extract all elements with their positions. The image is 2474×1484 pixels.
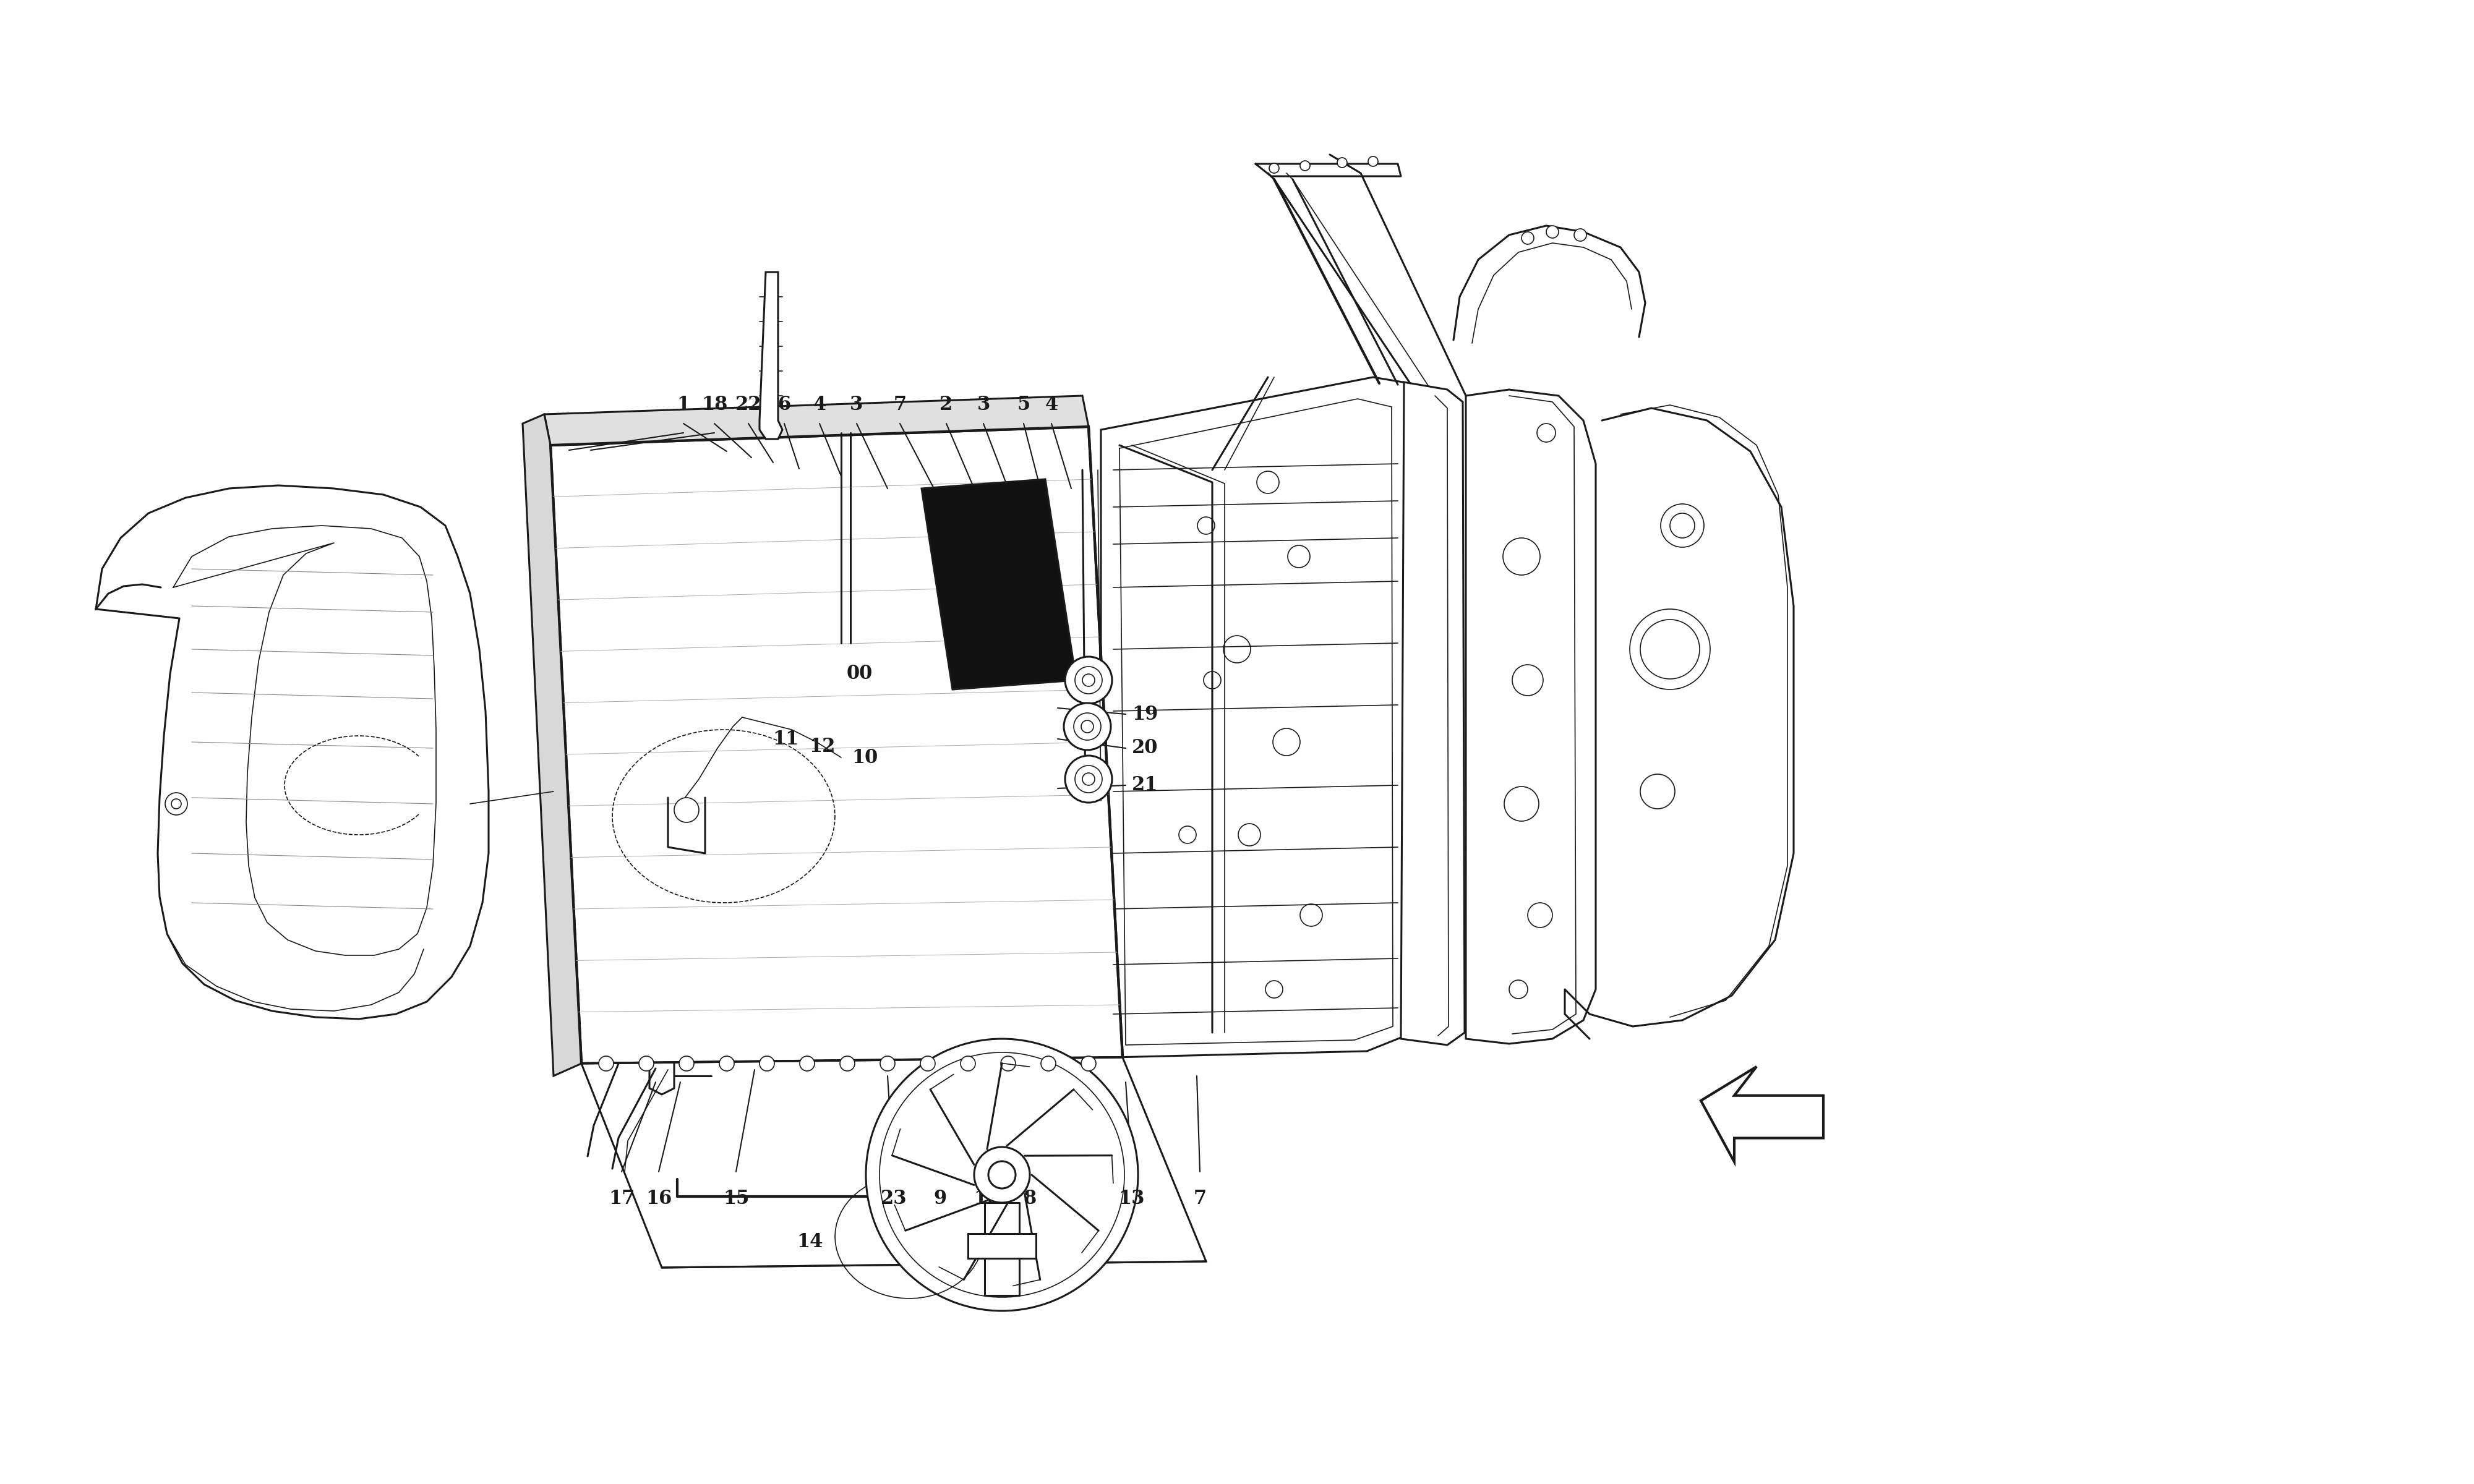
Text: 16: 16: [646, 1189, 673, 1208]
Circle shape: [1670, 513, 1695, 537]
Text: 12: 12: [809, 738, 836, 757]
Circle shape: [1257, 472, 1279, 493]
Polygon shape: [1465, 389, 1596, 1043]
Polygon shape: [549, 427, 1123, 1064]
Circle shape: [1064, 703, 1111, 749]
Circle shape: [171, 798, 181, 809]
Circle shape: [1660, 505, 1705, 548]
Text: 00: 00: [846, 665, 873, 684]
Circle shape: [1509, 979, 1529, 999]
Text: 6: 6: [777, 395, 792, 414]
Text: 4: 4: [814, 395, 826, 414]
Circle shape: [960, 1057, 975, 1071]
Polygon shape: [1400, 381, 1465, 1045]
Text: 14: 14: [797, 1232, 824, 1251]
Text: 22: 22: [735, 395, 762, 414]
Circle shape: [1074, 666, 1103, 693]
Text: 17: 17: [609, 1189, 636, 1208]
Text: 4: 4: [1044, 395, 1059, 414]
Circle shape: [760, 1057, 774, 1071]
Circle shape: [881, 1057, 896, 1071]
Text: 5: 5: [1017, 395, 1029, 414]
Circle shape: [1301, 904, 1321, 926]
Circle shape: [975, 1147, 1029, 1202]
Circle shape: [1269, 163, 1279, 174]
Circle shape: [841, 1057, 856, 1071]
Polygon shape: [967, 1233, 1037, 1258]
Circle shape: [1180, 827, 1197, 843]
Circle shape: [599, 1057, 614, 1071]
Polygon shape: [1702, 1067, 1823, 1162]
Circle shape: [999, 1057, 1017, 1071]
Polygon shape: [544, 396, 1089, 445]
Circle shape: [920, 1057, 935, 1071]
Text: 10: 10: [851, 748, 878, 767]
Circle shape: [1042, 1057, 1056, 1071]
Text: 9: 9: [933, 1189, 948, 1208]
Circle shape: [799, 1057, 814, 1071]
Circle shape: [1074, 766, 1103, 792]
Circle shape: [1239, 824, 1262, 846]
Circle shape: [1084, 773, 1094, 785]
Polygon shape: [760, 272, 782, 439]
Circle shape: [1222, 635, 1252, 663]
Circle shape: [1081, 1057, 1096, 1071]
Text: 15: 15: [722, 1189, 750, 1208]
Circle shape: [1202, 671, 1222, 689]
Text: 10: 10: [972, 1189, 999, 1208]
Text: 19: 19: [1133, 705, 1158, 724]
Text: 3: 3: [851, 395, 863, 414]
Text: 1: 1: [678, 395, 690, 414]
Circle shape: [1272, 729, 1301, 755]
Circle shape: [1064, 656, 1113, 703]
Circle shape: [1529, 902, 1554, 927]
Circle shape: [678, 1057, 693, 1071]
Circle shape: [1640, 775, 1675, 809]
Text: 8: 8: [1024, 1189, 1037, 1208]
Text: 2: 2: [940, 395, 952, 414]
Circle shape: [866, 1039, 1138, 1310]
Circle shape: [1197, 516, 1215, 534]
Circle shape: [1064, 755, 1113, 803]
Text: 11: 11: [772, 729, 799, 748]
Text: 21: 21: [1133, 776, 1158, 795]
Circle shape: [1301, 160, 1311, 171]
Circle shape: [1286, 545, 1311, 567]
Circle shape: [1267, 981, 1282, 997]
Circle shape: [990, 1160, 1017, 1189]
Circle shape: [1536, 423, 1556, 442]
Circle shape: [638, 1057, 653, 1071]
Circle shape: [1546, 226, 1559, 237]
Text: 18: 18: [700, 395, 727, 414]
Text: 20: 20: [1133, 739, 1158, 758]
Polygon shape: [522, 414, 581, 1076]
Text: 7: 7: [893, 395, 905, 414]
Circle shape: [673, 798, 700, 822]
Circle shape: [1522, 232, 1534, 245]
Circle shape: [1630, 608, 1710, 690]
Circle shape: [720, 1057, 735, 1071]
Text: 13: 13: [1118, 1189, 1145, 1208]
Circle shape: [1573, 229, 1586, 240]
Polygon shape: [920, 479, 1076, 690]
Circle shape: [1336, 157, 1346, 168]
Text: 7: 7: [1192, 1189, 1207, 1208]
Circle shape: [1084, 674, 1094, 686]
Circle shape: [1368, 156, 1378, 166]
Circle shape: [1504, 787, 1539, 821]
Polygon shape: [1101, 377, 1413, 1057]
Circle shape: [1074, 712, 1101, 741]
Text: 3: 3: [977, 395, 990, 414]
Circle shape: [1640, 620, 1700, 680]
Circle shape: [166, 792, 188, 815]
Circle shape: [1081, 720, 1094, 733]
Polygon shape: [581, 1057, 1207, 1267]
Text: 23: 23: [881, 1189, 908, 1208]
Circle shape: [1504, 537, 1539, 574]
Circle shape: [1512, 665, 1544, 696]
